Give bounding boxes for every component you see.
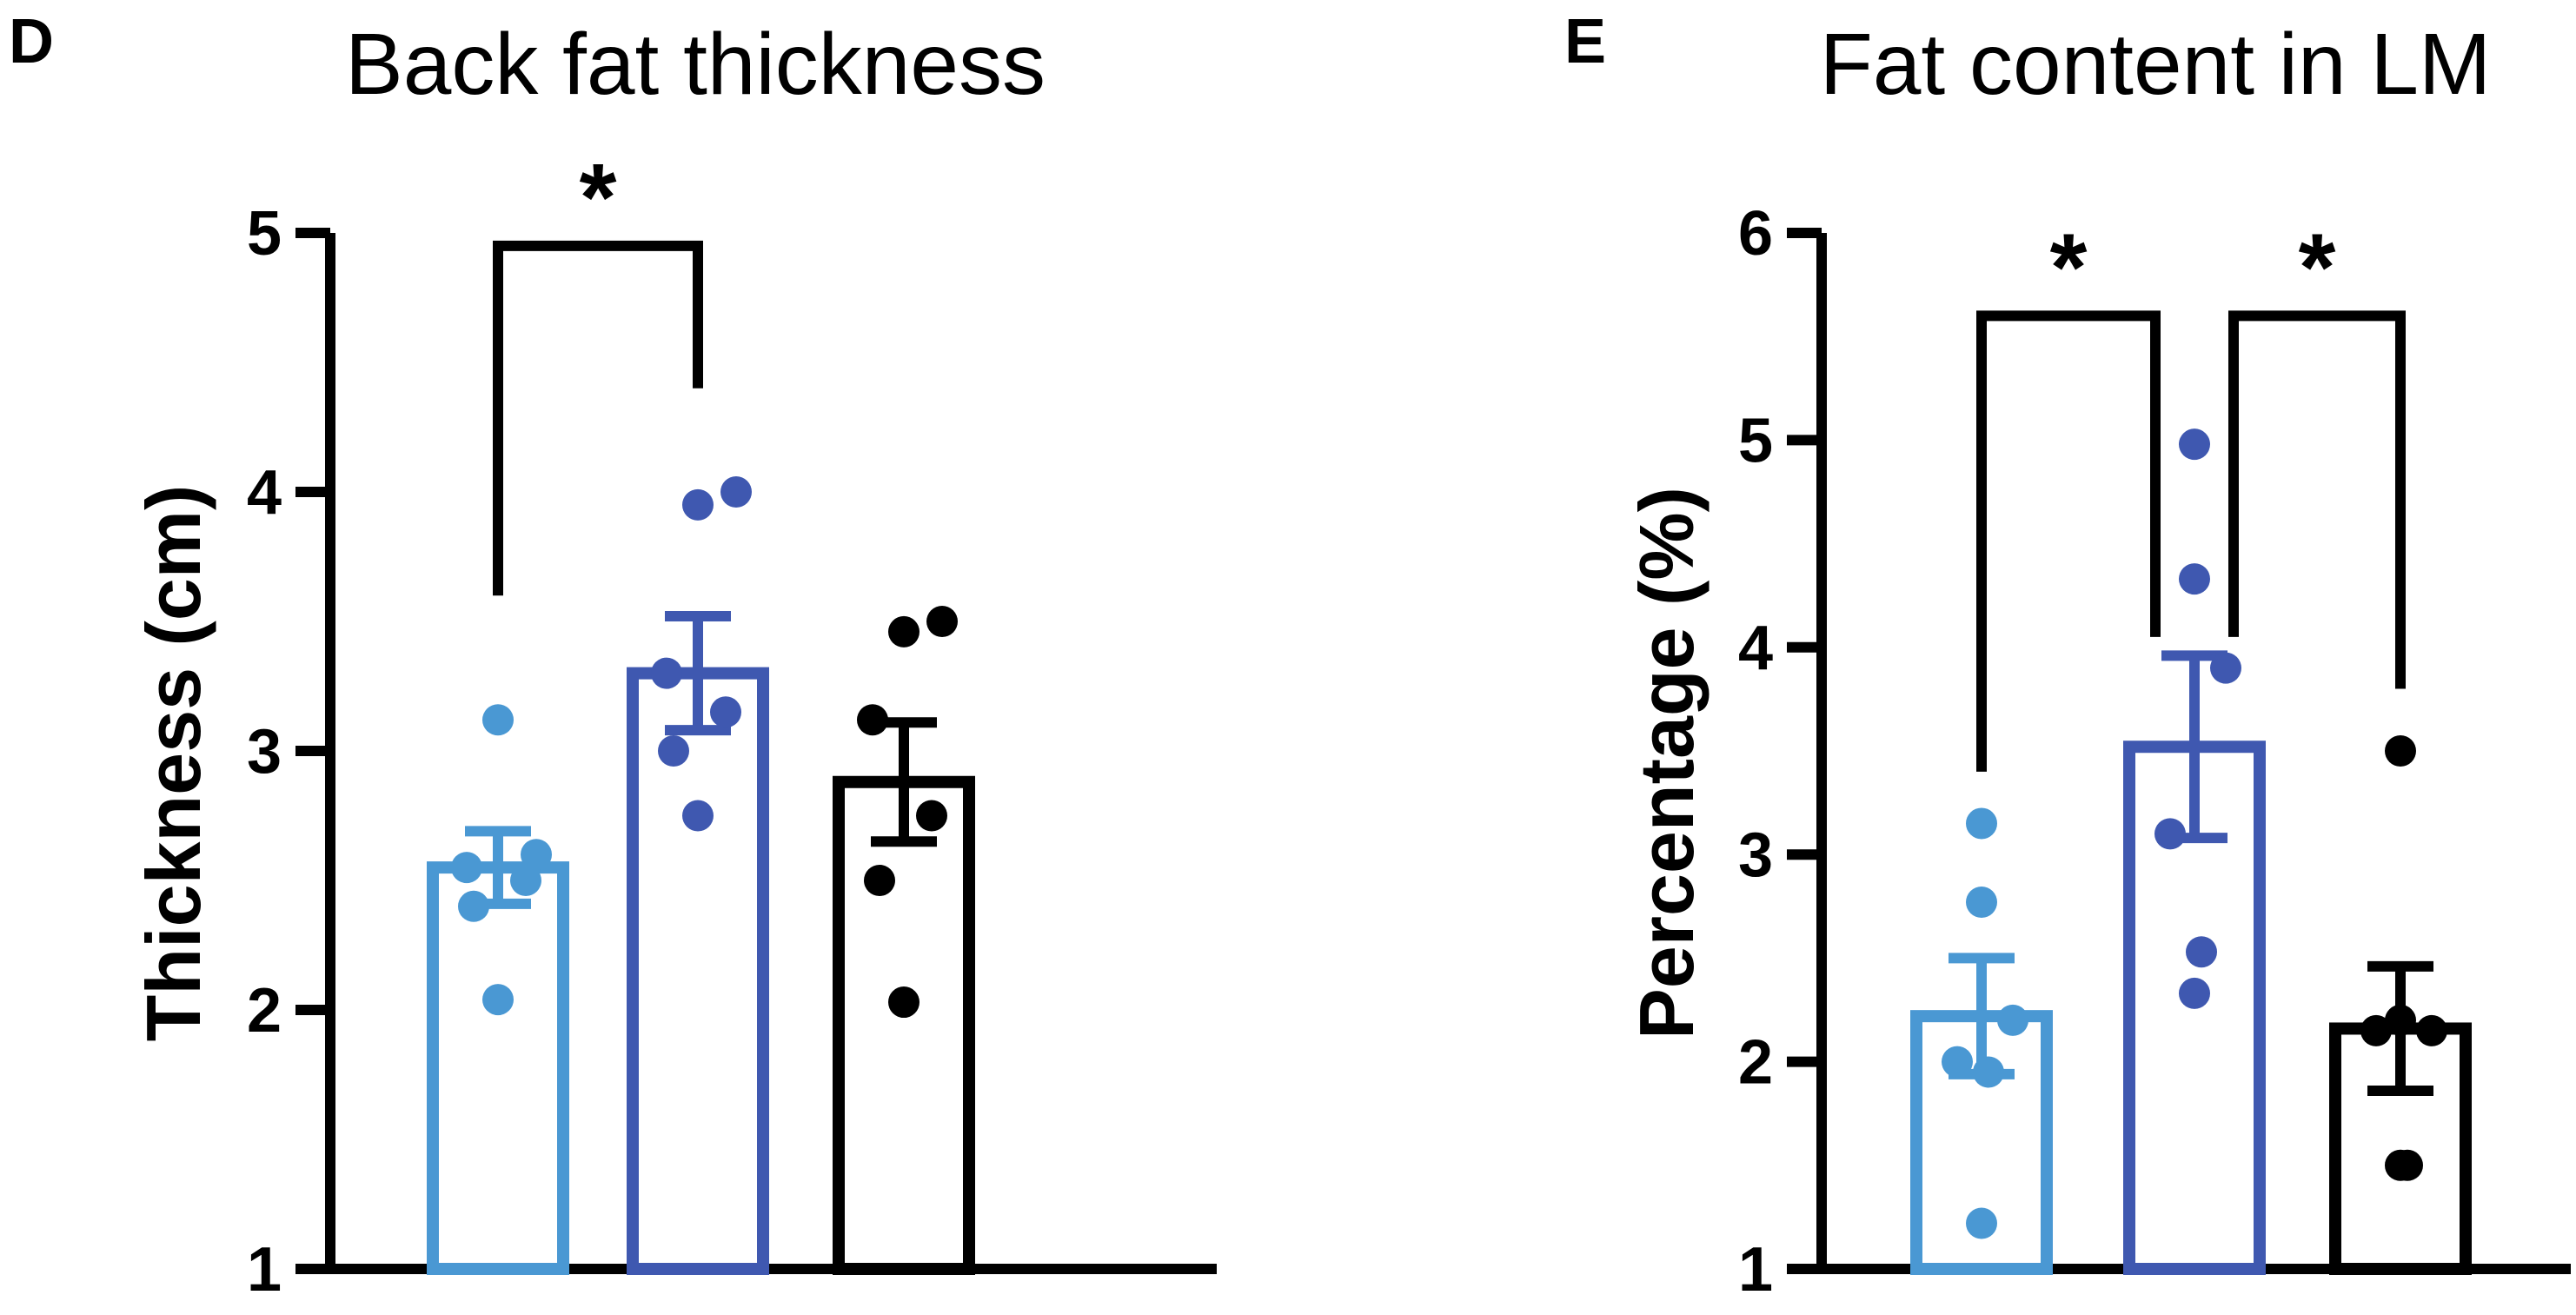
chart-title-e: Fat content in LM <box>1820 16 2492 113</box>
y-tick-label-d: 4 <box>247 458 282 528</box>
data-point-e-2 <box>2385 735 2416 767</box>
data-point-d-1 <box>658 735 689 767</box>
data-point-d-2 <box>857 704 888 736</box>
y-tick-label-d: 1 <box>247 1235 282 1305</box>
bar-d-1 <box>627 667 769 1275</box>
significance-star-e-1: * <box>2299 214 2336 321</box>
data-point-e-2 <box>2385 1149 2416 1181</box>
plot-area-e: 1 2 3 4 5 6 * * <box>1738 199 2571 1305</box>
panel-d: D Back fat thickness Thickness (cm) 1 2 3 4… <box>9 7 1217 1305</box>
data-point-e-0 <box>1973 1056 2004 1088</box>
y-tick-label-e: 1 <box>1738 1235 1773 1305</box>
y-axis-label-d: Thickness (cm) <box>130 485 216 1042</box>
significance-bracket-d-0 <box>493 240 703 596</box>
data-point-e-1 <box>2179 977 2210 1009</box>
data-point-d-2 <box>916 800 947 832</box>
y-tick-label-e: 4 <box>1738 614 1773 683</box>
data-point-d-2 <box>926 606 958 637</box>
data-point-e-1 <box>2179 428 2210 461</box>
data-point-e-1 <box>2154 818 2186 850</box>
data-point-e-2 <box>2360 1014 2392 1046</box>
significance-bracket-e-0 <box>1976 310 2161 772</box>
data-point-d-0 <box>510 865 541 896</box>
y-tick-label-d: 3 <box>247 717 282 787</box>
data-point-e-0 <box>1966 1207 1997 1239</box>
chart-title-d: Back fat thickness <box>345 16 1046 113</box>
data-point-e-1 <box>2210 652 2241 684</box>
significance-bracket-e-1 <box>2228 310 2406 689</box>
y-tick-label-e: 6 <box>1738 199 1773 269</box>
panel-letter-e: E <box>1564 7 1606 76</box>
data-point-d-1 <box>651 657 682 689</box>
data-point-d-1 <box>720 476 752 508</box>
y-tick-label-e: 2 <box>1738 1028 1773 1098</box>
y-axis-label-e: Percentage (%) <box>1623 487 1710 1039</box>
y-tick-label-d: 2 <box>247 976 282 1046</box>
y-tick-label-e: 3 <box>1738 820 1773 890</box>
data-point-d-1 <box>682 800 714 832</box>
y-tick-label-e: 5 <box>1738 406 1773 475</box>
data-point-d-0 <box>482 704 514 736</box>
panel-e: E Fat content in LM Percentage (%) 1 2 3 4 5… <box>1564 7 2571 1305</box>
data-point-e-0 <box>1966 887 1997 919</box>
plot-area-d: 1 2 3 4 5 * <box>247 144 1217 1305</box>
data-point-d-0 <box>458 890 489 922</box>
data-point-d-0 <box>521 839 552 871</box>
data-point-d-0 <box>482 984 514 1016</box>
significance-star-d-0: * <box>580 144 617 251</box>
data-point-e-0 <box>1997 1004 2028 1036</box>
data-point-d-2 <box>888 986 920 1019</box>
data-point-d-2 <box>888 615 920 648</box>
y-tick-label-d: 5 <box>247 199 282 269</box>
data-point-e-1 <box>2186 936 2217 968</box>
panel-letter-d: D <box>9 7 54 76</box>
data-point-e-2 <box>2385 1004 2416 1036</box>
bar-d-2 <box>833 775 975 1275</box>
data-point-d-0 <box>451 852 482 884</box>
data-point-d-2 <box>864 865 895 896</box>
data-point-e-1 <box>2179 563 2210 595</box>
bar-d-0 <box>427 861 569 1275</box>
data-point-e-0 <box>1966 807 1997 840</box>
data-point-e-0 <box>1942 1046 1973 1078</box>
significance-star-e-0: * <box>2050 214 2088 321</box>
data-point-d-1 <box>682 488 714 521</box>
data-point-e-2 <box>2416 1014 2447 1046</box>
data-point-d-1 <box>710 696 741 728</box>
